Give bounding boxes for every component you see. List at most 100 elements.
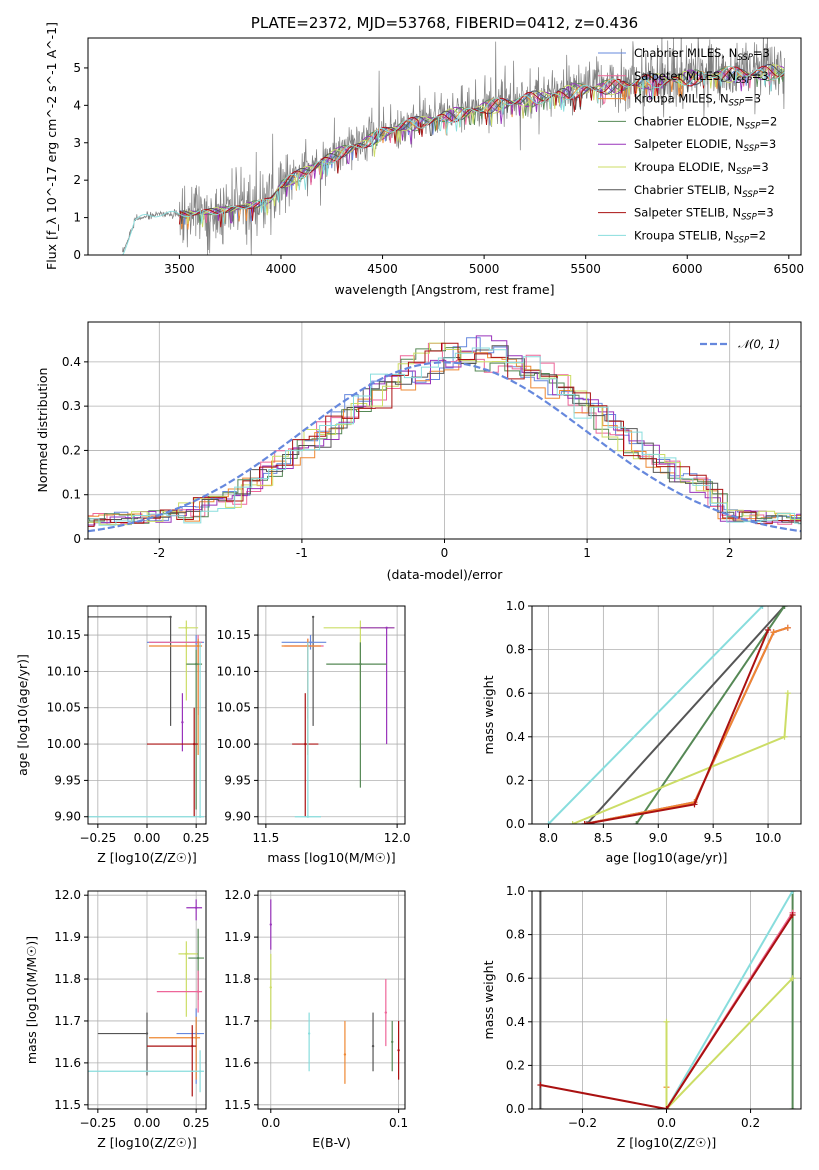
residuals-plot-area — [88, 335, 801, 533]
data-point — [359, 662, 362, 666]
x-tick-label: 0.0 — [261, 1116, 280, 1130]
x-tick-label: −0.25 — [79, 1116, 116, 1130]
mass-weight-line-2 — [665, 891, 794, 1109]
y-tick-label: 0.6 — [506, 686, 525, 700]
residual-histogram-0 — [88, 337, 801, 523]
x-tick-label: 1 — [583, 546, 591, 560]
y-axis-label: mass weight — [481, 675, 496, 754]
y-tick-label: 0.0 — [506, 1102, 525, 1116]
x-tick-label: 0.25 — [183, 1116, 210, 1130]
x-tick-label: 0 — [441, 546, 449, 560]
y-tick-label: 9.95 — [54, 773, 81, 787]
data-point — [194, 906, 198, 909]
y-tick-label: 11.5 — [54, 1098, 81, 1112]
axes-frame — [257, 605, 406, 825]
x-tick-label: 8.5 — [594, 831, 613, 845]
y-axis-label: mass weight — [481, 960, 496, 1039]
y-tick-label: 0.2 — [506, 1058, 525, 1072]
x-tick-label: 6500 — [774, 262, 805, 276]
data-point — [185, 952, 188, 956]
axes-frame — [257, 890, 406, 1110]
mass-weight-vs-Z-plot-area — [537, 891, 796, 1109]
x-tick-label: 0.00 — [134, 831, 161, 845]
x-tick-label: 8.0 — [539, 831, 558, 845]
y-tick-label: 9.90 — [54, 810, 81, 824]
axes-frame — [531, 605, 802, 825]
y-tick-label: 4 — [73, 98, 81, 112]
y-tick-label: 11.8 — [224, 972, 251, 986]
data-point — [309, 641, 312, 644]
x-tick-label: 5500 — [570, 262, 601, 276]
residual-histogram-8 — [88, 347, 801, 526]
legend-label: Kroupa STELIB, NSSP=2 — [634, 228, 766, 245]
data-point — [311, 615, 315, 619]
axes-frame — [87, 321, 802, 540]
data-point — [384, 1011, 388, 1014]
mass-weight-line-5 — [584, 626, 789, 824]
y-axis-label: mass [log10(M/M☉)] — [24, 936, 39, 1064]
legend-label: Kroupa ELODIE, NSSP=3 — [634, 160, 769, 177]
axes-frame — [531, 890, 802, 1110]
legend-label: Chabrier ELODIE, NSSP=2 — [634, 114, 777, 131]
mass-weight-line-5 — [665, 977, 794, 1109]
data-point — [397, 1049, 400, 1052]
y-tick-label: 10.10 — [217, 664, 251, 678]
x-tick-label: 9.0 — [649, 831, 668, 845]
x-tick-label: 0.0 — [657, 1116, 676, 1130]
data-point — [196, 644, 200, 648]
data-point — [196, 990, 200, 993]
x-axis-label: mass [log10(M/M☉)] — [267, 850, 395, 865]
data-point — [198, 815, 202, 818]
y-tick-label: 0.4 — [506, 1015, 525, 1029]
legend-label: Chabrier MILES, NSSP=3 — [634, 46, 770, 63]
mass-weight-line-0 — [547, 606, 764, 824]
legend-label: Kroupa MILES, NSSP=3 — [634, 92, 761, 109]
chart-mass-weight-vs-age: 8.0 8.5 9.0 9.5 10.0 0.0 0.2 0.4 0.6 0.8 1.0 age [l… — [481, 599, 802, 865]
data-point — [198, 1070, 202, 1073]
y-tick-label: 0.8 — [506, 643, 525, 657]
y-tick-label: 5 — [73, 61, 81, 75]
y-tick-label: 3 — [73, 136, 81, 150]
y-axis-label: age [log10(age/yr)] — [15, 654, 30, 776]
legend-label: Chabrier STELIB, NSSP=2 — [634, 183, 775, 200]
y-tick-label: 11.5 — [224, 1098, 251, 1112]
data-point — [145, 1032, 149, 1035]
x-tick-label: 0.1 — [389, 1116, 408, 1130]
x-tick-label: 4000 — [266, 262, 297, 276]
y-axis-label: Normed distribution — [35, 368, 50, 493]
chart-mass-vs-EBV: 0.0 0.1 11.5 11.6 11.7 11.8 11.9 12.0 E(B-V) — [224, 888, 408, 1150]
y-tick-label: 9.90 — [224, 810, 251, 824]
chart-age-vs-Z: −0.25 0.00 0.25 9.90 9.95 10.00 10.05 10.10 10.1… — [15, 605, 210, 865]
x-tick-label: 12.0 — [384, 831, 411, 845]
chart-spectrum: 3500 4000 4500 5000 5500 6000 6500 0 1 2 3 4 5 Chabri… — [44, 14, 804, 297]
model-spectrum-4 — [179, 65, 785, 224]
y-tick-label: 0.2 — [62, 443, 81, 457]
x-tick-label: 2 — [726, 546, 734, 560]
mass-weight-line-6 — [540, 914, 794, 1109]
y-tick-label: 11.9 — [54, 930, 81, 944]
y-tick-label: 11.8 — [54, 972, 81, 986]
y-tick-label: 11.6 — [224, 1056, 251, 1070]
data-point — [181, 721, 184, 724]
data-point — [185, 626, 188, 629]
data-point — [304, 742, 307, 746]
y-tick-label: 11.7 — [54, 1014, 81, 1028]
data-point — [269, 986, 272, 989]
residual-histogram-4 — [88, 335, 801, 526]
residual-histogram-7 — [88, 342, 801, 527]
x-axis-label: (data-model)/error — [387, 567, 504, 582]
y-tick-label: 12.0 — [224, 888, 251, 902]
y-tick-label: 10.05 — [217, 701, 251, 715]
y-tick-label: 10.00 — [217, 737, 251, 751]
data-point — [269, 923, 272, 926]
legend-label: 𝒩(0, 1) — [738, 337, 780, 351]
x-tick-label: 5000 — [469, 262, 500, 276]
y-tick-label: 11.6 — [54, 1056, 81, 1070]
y-tick-label: 9.95 — [224, 773, 251, 787]
y-tick-label: 0 — [73, 532, 81, 546]
y-tick-label: 0.4 — [506, 730, 525, 744]
data-point — [343, 1053, 347, 1056]
mass-vs-EBV-plot-area — [269, 899, 400, 1084]
x-tick-label: 10.0 — [755, 831, 782, 845]
